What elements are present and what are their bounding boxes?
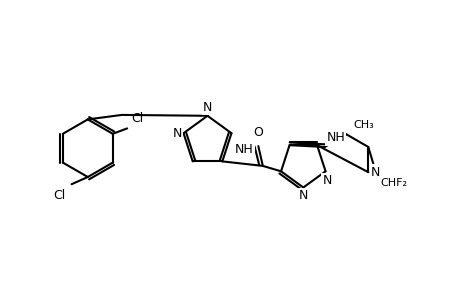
Text: Cl: Cl [131,112,144,125]
Text: O: O [253,126,263,139]
Text: N: N [172,127,181,140]
Text: NH: NH [235,143,253,156]
Text: N: N [322,174,331,187]
Text: CHF₂: CHF₂ [379,178,406,188]
Text: CH₃: CH₃ [353,120,374,130]
Text: NH: NH [326,131,345,144]
Text: N: N [202,101,212,114]
Text: N: N [370,166,380,179]
Text: Cl: Cl [53,189,65,202]
Text: N: N [298,189,308,202]
